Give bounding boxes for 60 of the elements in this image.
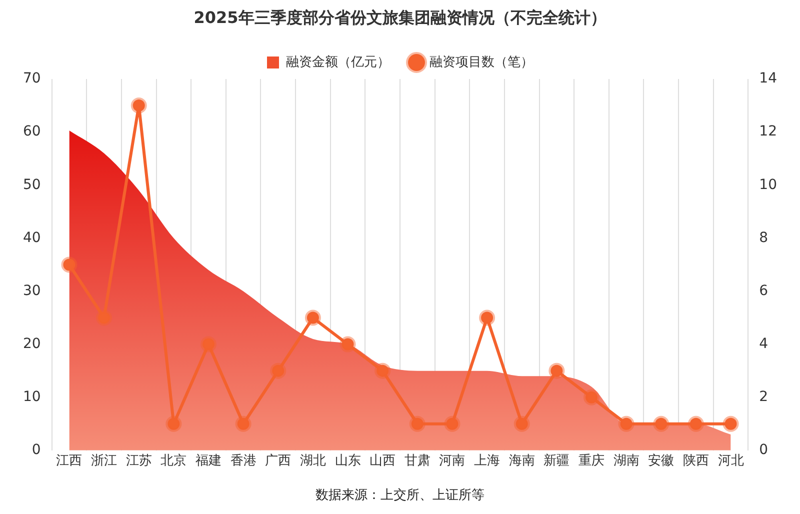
x-tick-label: 重庆 bbox=[578, 454, 604, 469]
y2-tick-label: 8 bbox=[759, 230, 768, 246]
point bbox=[548, 362, 565, 379]
y-tick-label: 10 bbox=[22, 388, 41, 405]
x-tick-label: 河南 bbox=[439, 454, 466, 469]
x-tick-label: 陕西 bbox=[682, 454, 709, 469]
x-tick-label: 山东 bbox=[334, 454, 361, 469]
source-note: 数据来源：上交所、上证所等 bbox=[314, 487, 486, 504]
y2-tick-label: 6 bbox=[759, 282, 768, 299]
y2-tick-label: 2 bbox=[759, 388, 768, 405]
x-tick-label: 湖南 bbox=[613, 454, 640, 469]
y-tick-label: 40 bbox=[22, 230, 41, 246]
x-tick-label: 香港 bbox=[230, 454, 256, 469]
chart-title: 2025年三季度部分省份文旅集团融资情况（不完全统计） bbox=[192, 8, 608, 29]
point bbox=[514, 416, 530, 432]
point bbox=[584, 389, 600, 406]
point bbox=[444, 416, 460, 432]
x-tick-label: 河北 bbox=[718, 454, 744, 469]
y-tick-label: 70 bbox=[22, 70, 41, 87]
point bbox=[688, 416, 704, 432]
y2-tick-label: 12 bbox=[759, 124, 778, 140]
x-tick-label: 甘肃 bbox=[404, 454, 430, 469]
point bbox=[130, 98, 147, 114]
point bbox=[61, 256, 78, 273]
x-tick-label: 浙江 bbox=[91, 454, 118, 469]
point bbox=[270, 362, 286, 379]
y2-tick-label: 14 bbox=[759, 70, 778, 87]
point bbox=[340, 336, 356, 352]
x-tick-label: 安徽 bbox=[648, 452, 674, 469]
y2-tick-label: 10 bbox=[759, 176, 778, 193]
x-tick-label: 福建 bbox=[196, 454, 222, 469]
x-tick-label: 江苏 bbox=[126, 454, 152, 469]
point bbox=[235, 416, 252, 432]
legend-label: 融资项目数（笔） bbox=[430, 54, 534, 70]
point bbox=[200, 336, 216, 352]
point bbox=[409, 416, 426, 432]
point bbox=[479, 310, 496, 326]
legend-label: 融资金额（亿元） bbox=[286, 54, 390, 70]
x-tick-label: 新疆 bbox=[544, 454, 570, 469]
point bbox=[618, 416, 634, 432]
y-tick-label: 0 bbox=[32, 442, 41, 458]
x-tick-label: 上海 bbox=[474, 454, 500, 469]
y2-tick-label: 4 bbox=[759, 336, 768, 352]
y-tick-label: 60 bbox=[22, 124, 41, 140]
y-tick-label: 50 bbox=[22, 176, 41, 193]
point bbox=[96, 310, 112, 326]
y-tick-label: 20 bbox=[22, 336, 41, 352]
x-tick-label: 湖北 bbox=[300, 454, 326, 469]
point bbox=[653, 416, 670, 432]
x-tick-label: 山西 bbox=[370, 454, 396, 469]
point bbox=[374, 362, 391, 379]
x-tick-label: 北京 bbox=[160, 454, 187, 469]
x-tick-label: 广西 bbox=[265, 454, 292, 469]
y2-tick-label: 0 bbox=[759, 442, 768, 458]
x-tick-label: 江西 bbox=[56, 454, 82, 469]
point bbox=[304, 310, 321, 326]
x-tick-label: 海南 bbox=[508, 454, 535, 469]
point bbox=[722, 416, 739, 432]
point bbox=[166, 416, 182, 432]
y-tick-label: 30 bbox=[22, 282, 41, 299]
